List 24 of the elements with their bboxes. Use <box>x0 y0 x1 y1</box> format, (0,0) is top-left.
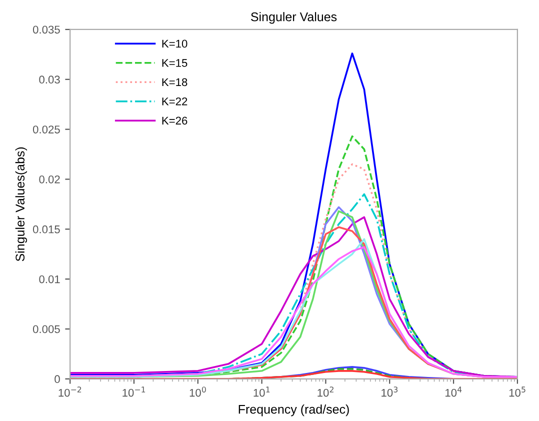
y-tick-label: 0.02 <box>39 175 60 184</box>
y-tick-label: 0.015 <box>32 225 60 234</box>
legend-label: K=15 <box>162 59 188 67</box>
x-tick-label: 10$^{−2}$ <box>58 386 82 397</box>
legend-label: K=10 <box>162 40 188 48</box>
y-axis-title: Singuler Values(abs) <box>15 147 27 262</box>
y-tick-label: 0.035 <box>32 26 60 34</box>
y-tick-label: 0.005 <box>32 325 60 334</box>
x-tick-label: 10$^{4}$ <box>445 386 462 397</box>
x-tick-label: 10$^{2}$ <box>318 386 334 397</box>
legend-label: K=22 <box>162 98 188 106</box>
x-axis-title: Frequency (rad/sec) <box>238 404 349 416</box>
x-tick-label: 10$^{0}$ <box>190 386 206 397</box>
x-tick-label: 10$^{−1}$ <box>122 386 146 397</box>
x-tick-label: 10$^{1}$ <box>254 386 270 397</box>
x-tick-label: 10$^{5}$ <box>509 386 526 397</box>
chart-title: Singuler Values <box>251 12 337 24</box>
x-tick-label: 10$^{3}$ <box>382 386 398 397</box>
legend-label: K=26 <box>162 116 188 125</box>
y-tick-label: 0.01 <box>39 275 60 284</box>
y-tick-label: 0 <box>54 375 60 384</box>
y-tick-label: 0.03 <box>39 76 60 84</box>
y-tick-label: 0.025 <box>32 126 60 134</box>
legend-label: K=18 <box>162 78 188 86</box>
